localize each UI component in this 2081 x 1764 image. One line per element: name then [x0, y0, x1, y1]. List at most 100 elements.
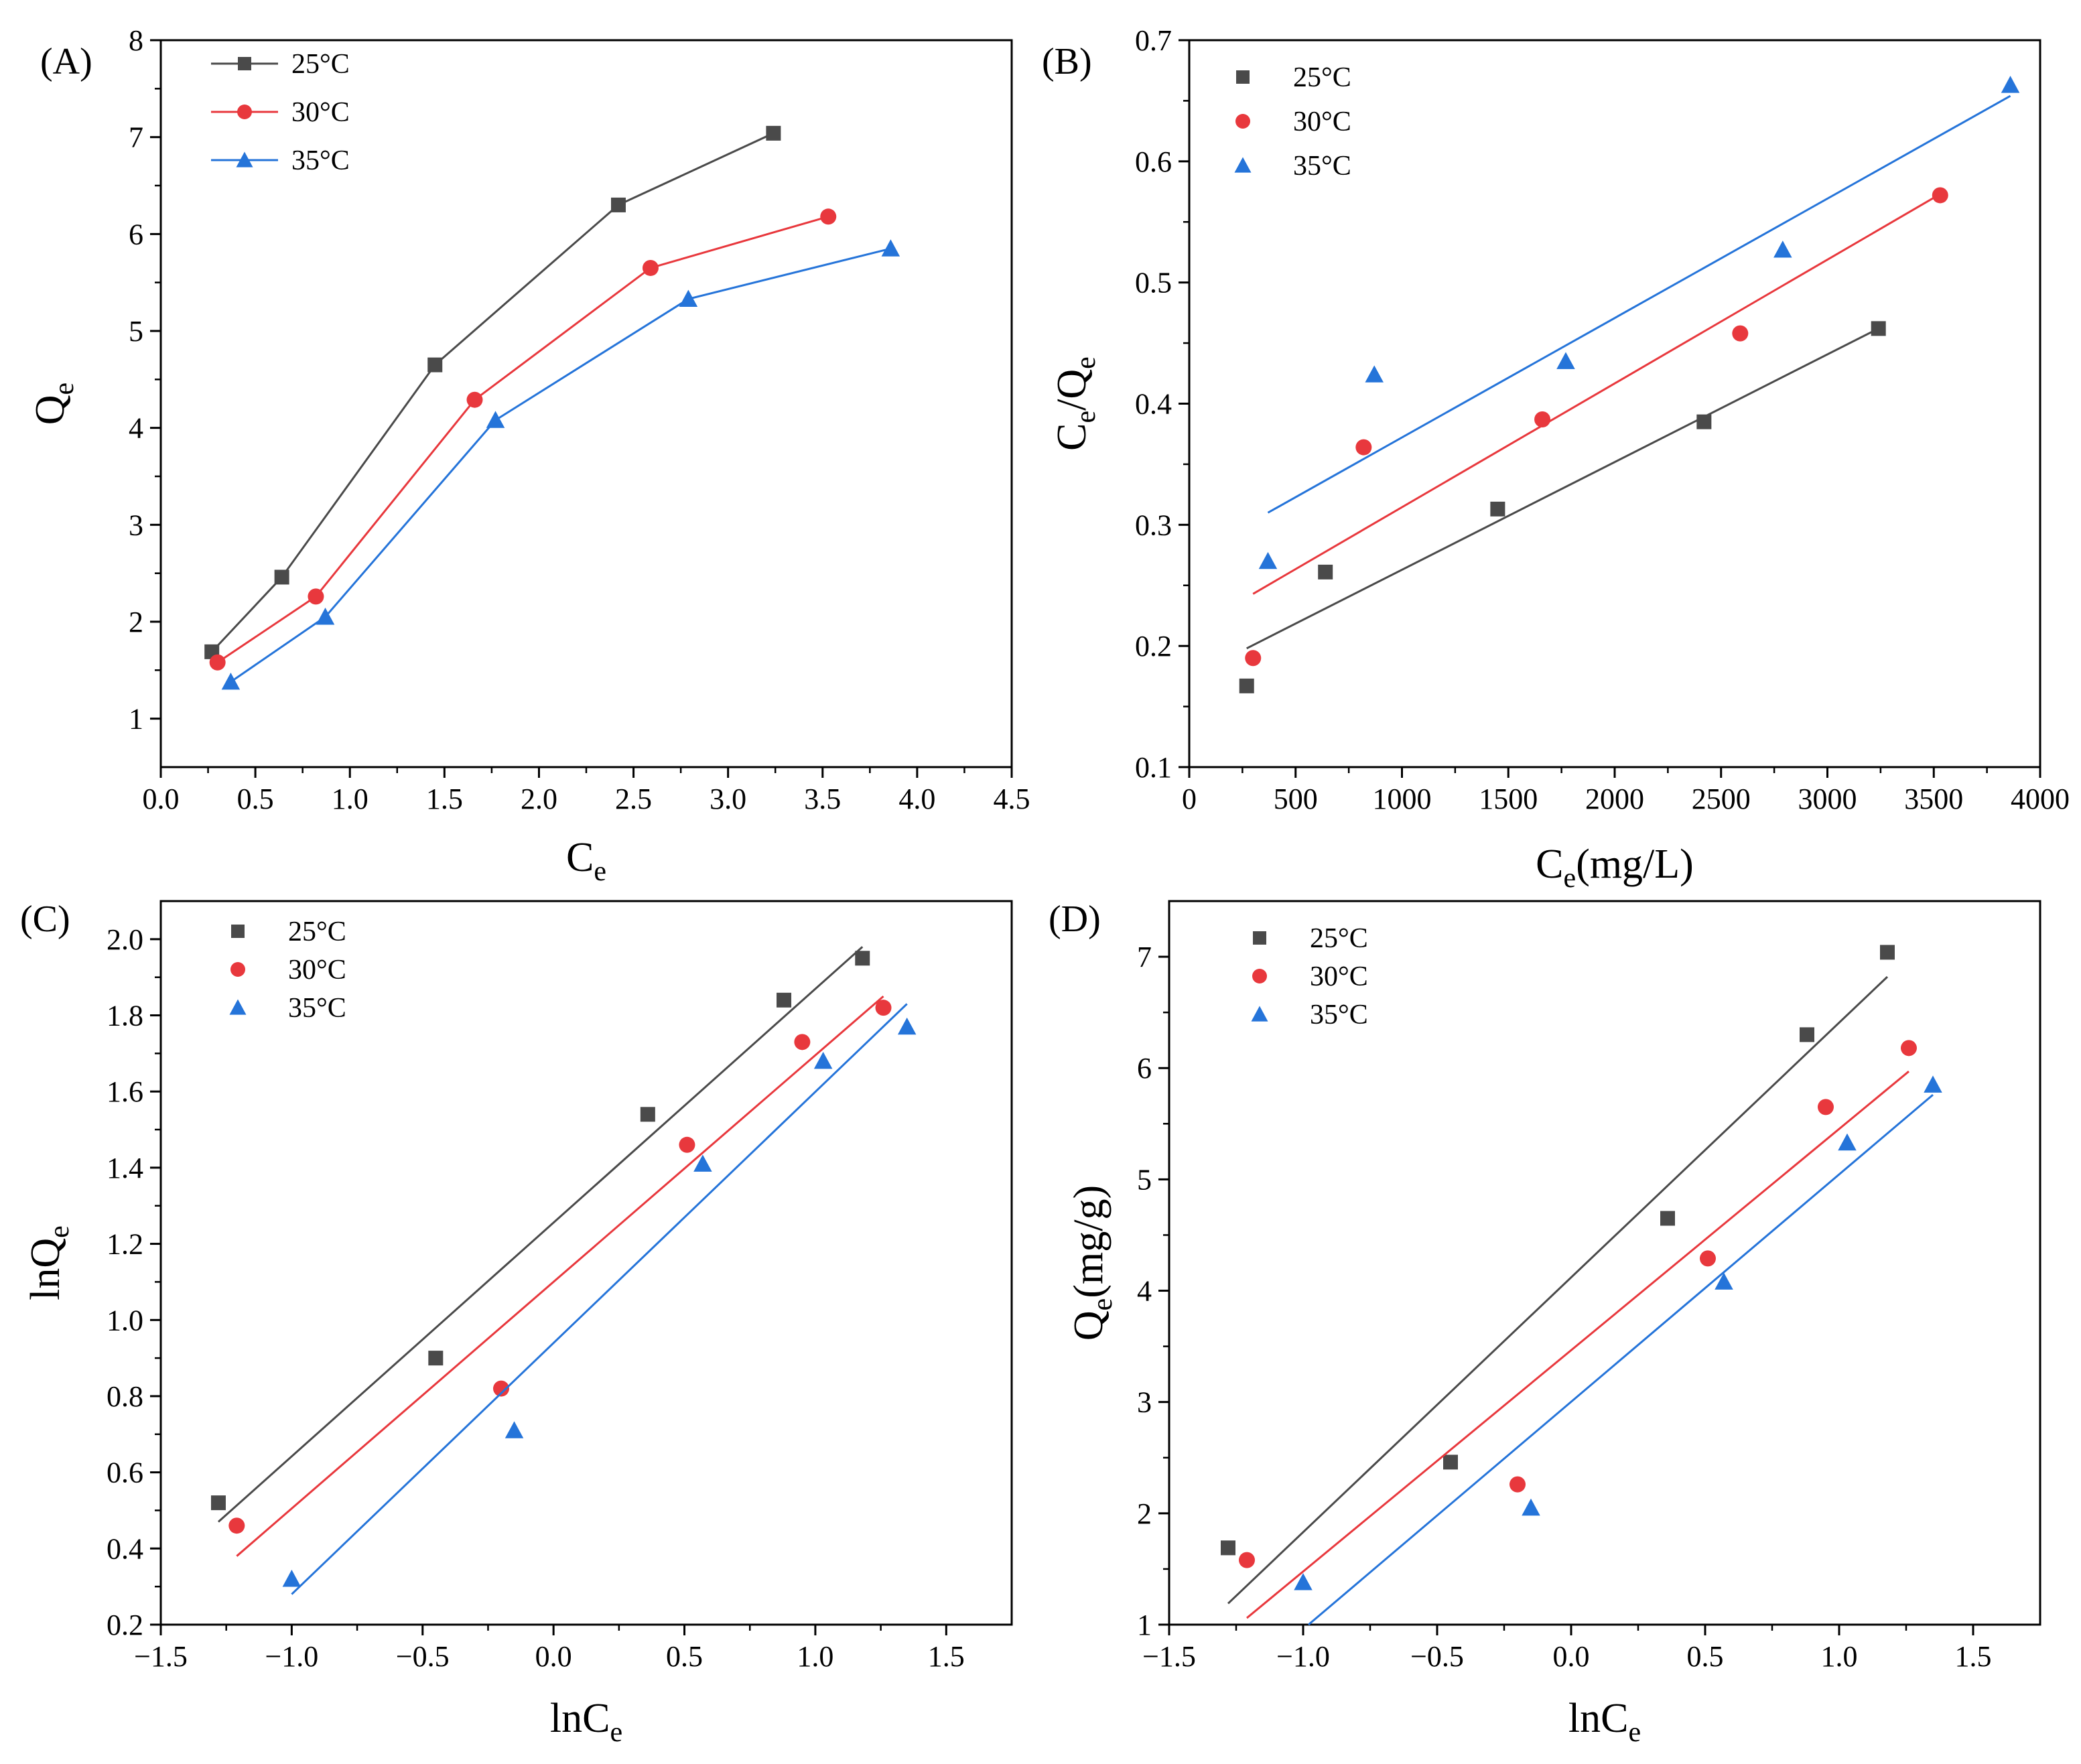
x-tick-label: 1.5 — [1955, 1640, 1992, 1673]
x-tick-label: 3000 — [1798, 783, 1857, 815]
x-tick-label: 2.5 — [615, 783, 652, 815]
data-point-t35 — [897, 1017, 917, 1035]
y-axis-title-main: C — [1049, 423, 1095, 450]
x-axis-title-main: lnC — [550, 1696, 610, 1741]
legend-marker-t35 — [1234, 157, 1252, 173]
legend-label-t30: 30°C — [291, 97, 350, 128]
fit-line-t30 — [1246, 1071, 1909, 1619]
data-point-t30 — [466, 391, 483, 408]
x-axis-title: lnCe — [1568, 1696, 1641, 1748]
x-tick-label: 2500 — [1692, 783, 1751, 815]
legend-marker-t35 — [1251, 1006, 1268, 1022]
data-point-t30 — [1732, 325, 1749, 342]
y-axis-title-unit: (mg/g) — [1066, 1185, 1112, 1298]
data-point-t30 — [1239, 1552, 1255, 1568]
y-tick-label: 0.2 — [107, 1609, 143, 1641]
data-point-t25 — [855, 951, 870, 966]
y-tick-label: 1.4 — [107, 1152, 143, 1184]
legend-label-t30: 30°C — [1310, 961, 1368, 992]
y-axis-title-main: /Q — [1049, 369, 1095, 411]
y-tick-label: 0.3 — [1135, 508, 1172, 541]
legend-label-t25: 25°C — [1310, 923, 1368, 954]
y-tick-label: 2.0 — [107, 923, 143, 956]
panel-b: 0 500 1000 1500 2000 2500 3000 3500 4000 0.1 0.2 0.… — [1042, 24, 2070, 894]
x-tick-label: −1.0 — [265, 1640, 318, 1673]
plot-frame — [1188, 39, 2041, 768]
x-axis-title: Ce — [566, 835, 606, 887]
data-point-t35 — [486, 411, 505, 428]
y-axis-title-subscript: e — [44, 1225, 75, 1238]
data-point-t30 — [308, 588, 324, 605]
data-point-t25 — [428, 1351, 444, 1366]
panel-label: (D) — [1049, 898, 1101, 940]
data-point-t35 — [679, 289, 698, 307]
y-tick-label: 0.4 — [107, 1532, 143, 1565]
data-point-t30 — [1932, 187, 1948, 204]
y-tick-label: 3 — [129, 508, 143, 541]
data-point-t35 — [693, 1154, 712, 1172]
x-tick-label: 4.0 — [898, 783, 935, 815]
y-tick-label: 5 — [1137, 1163, 1152, 1196]
data-point-t30 — [820, 208, 837, 225]
x-tick-label: 0.5 — [666, 1640, 703, 1673]
data-point-t25 — [610, 197, 626, 212]
data-point-t25 — [1490, 501, 1505, 517]
x-tick-label: 1.5 — [426, 783, 463, 815]
x-axis-title-main: C — [1536, 841, 1563, 887]
x-axis-title: Ce(mg/L) — [1536, 841, 1694, 894]
y-axis-title-subscript: e — [1071, 356, 1101, 369]
x-axis-title-subscript: e — [594, 856, 606, 887]
plot-frame — [159, 900, 1013, 1626]
data-point-t35 — [881, 239, 900, 257]
data-point-t25 — [1880, 945, 1895, 960]
plot-frame — [159, 39, 1013, 768]
panel-label: (A) — [40, 41, 92, 82]
y-tick-label: 4 — [129, 412, 143, 445]
data-point-t35 — [1838, 1133, 1857, 1151]
legend-label-t25: 25°C — [288, 917, 346, 947]
y-axis-title-subscript: e — [1087, 1298, 1118, 1311]
x-tick-label: 1.0 — [332, 783, 368, 815]
data-point-t25 — [1660, 1211, 1675, 1226]
fit-line-t35 — [1308, 1093, 1934, 1626]
y-tick-label: 2 — [1137, 1497, 1152, 1530]
fit-line-t25 — [1227, 975, 1889, 1605]
x-tick-label: −0.5 — [1410, 1640, 1464, 1673]
x-axis-title-subscript: e — [1564, 863, 1576, 894]
data-point-t25 — [1800, 1027, 1814, 1042]
fit-line-t35 — [1267, 94, 2011, 514]
legend-marker-t25 — [238, 57, 251, 70]
legend-label-t30: 30°C — [288, 955, 346, 986]
x-tick-label: 0 — [1182, 783, 1197, 815]
y-tick-label: 0.6 — [1135, 145, 1172, 178]
panel-a: 0.0 0.5 1.0 1.5 2.0 2.5 3.0 3.5 4.0 4.5 1 2 3 4 5 6 7 8 Ce… — [27, 24, 1030, 887]
x-tick-label: 1000 — [1373, 783, 1432, 815]
data-point-t30 — [679, 1136, 695, 1153]
y-axis-title-main: Q — [27, 395, 73, 425]
data-point-t25 — [210, 1495, 226, 1511]
data-point-t25 — [1871, 321, 1886, 336]
legend-marker-t30 — [1235, 114, 1250, 129]
y-tick-label: 1.8 — [107, 1000, 143, 1032]
x-tick-label: 4000 — [2011, 783, 2070, 815]
panel-c: −1.5 −1.0 −0.5 0.0 0.5 1.0 1.5 0.2 0.4 0.6 0.8 1.0 1… — [20, 898, 1013, 1748]
data-point-t25 — [777, 992, 792, 1008]
panel-d: −1.5 −1.0 −0.5 0.0 0.5 1.0 1.51234567lnCeQe(mg… — [1049, 898, 2041, 1748]
data-point-t35 — [1522, 1498, 1540, 1516]
data-point-t30 — [1534, 411, 1551, 428]
data-point-t25 — [1443, 1454, 1458, 1470]
data-point-t35 — [316, 608, 335, 625]
legend-marker-t30 — [1252, 969, 1267, 983]
legend-label-t35: 35°C — [291, 145, 350, 176]
y-tick-label: 1 — [129, 703, 143, 736]
data-point-t30 — [228, 1517, 245, 1534]
data-point-t30 — [1509, 1476, 1526, 1493]
data-point-t30 — [1818, 1099, 1834, 1115]
x-tick-label: −0.5 — [396, 1640, 450, 1673]
legend-label-t35: 35°C — [288, 993, 346, 1024]
y-tick-label: 0.4 — [1135, 388, 1172, 421]
legend-marker-t30 — [230, 962, 245, 977]
y-axis-title-main: lnQ — [23, 1238, 68, 1300]
y-tick-label: 8 — [129, 24, 143, 57]
y-tick-label: 1.2 — [107, 1228, 143, 1261]
